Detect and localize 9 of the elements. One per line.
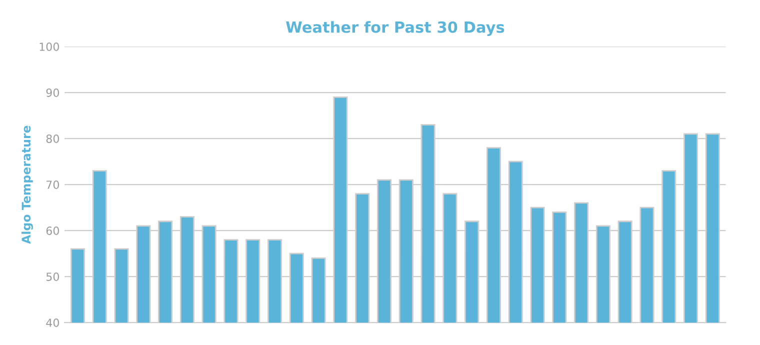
- y-tick-label: 60: [46, 226, 59, 235]
- y-tick-label: 70: [46, 180, 59, 189]
- y-tick-label: 40: [46, 318, 59, 327]
- y-tick-label: 90: [46, 88, 59, 97]
- y-axis-title: Algo Temperature: [21, 126, 33, 244]
- y-tick-label: 50: [46, 272, 59, 281]
- chart-title: Weather for Past 30 Days: [286, 21, 504, 36]
- y-tick-label: 80: [46, 134, 59, 143]
- y-tick-label: 100: [40, 42, 59, 51]
